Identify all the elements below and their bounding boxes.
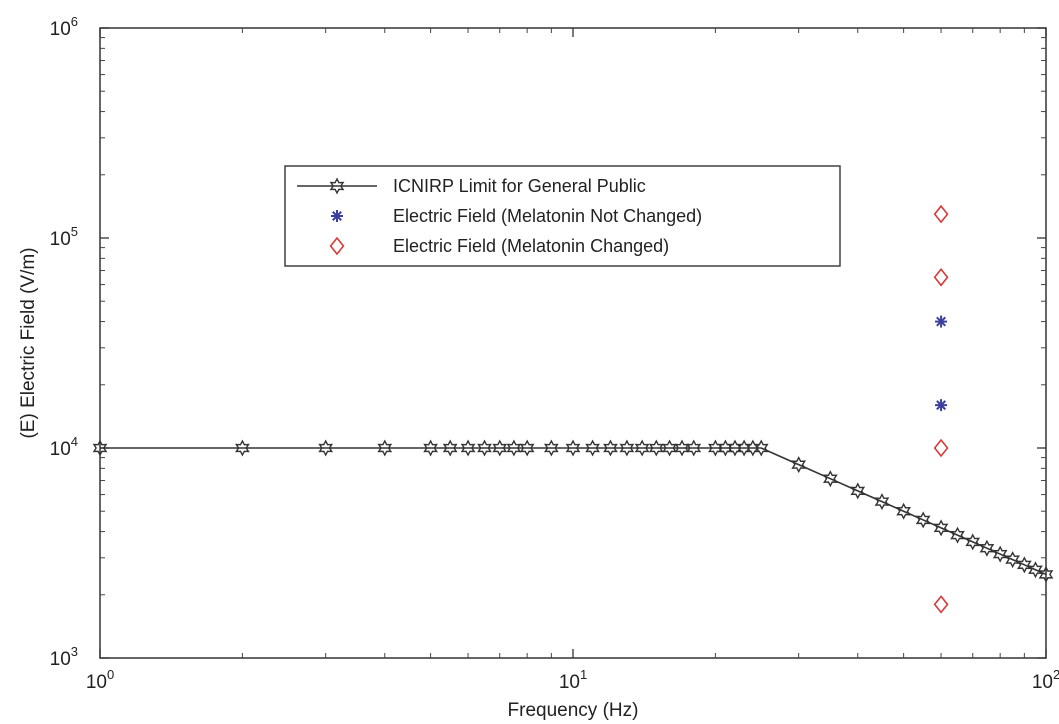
y-tick-label: 103 bbox=[50, 644, 78, 670]
data-point bbox=[933, 595, 949, 614]
asterisk-stroke bbox=[936, 400, 947, 411]
data-point bbox=[1028, 561, 1043, 579]
data-point bbox=[933, 519, 949, 537]
y-tick-label: 105 bbox=[50, 224, 78, 250]
data-point bbox=[585, 439, 600, 457]
data-point bbox=[896, 502, 911, 520]
data-point bbox=[935, 399, 948, 412]
x-tick-label: 101 bbox=[559, 667, 587, 693]
legend-label: ICNIRP Limit for General Public bbox=[393, 176, 646, 196]
y-axis-label: (E) Electric Field (V/m) bbox=[18, 247, 39, 438]
data-point bbox=[477, 439, 492, 457]
data-point bbox=[543, 439, 559, 457]
data-point bbox=[377, 439, 393, 457]
data-point bbox=[519, 439, 535, 457]
y-tick-label: 106 bbox=[50, 14, 78, 40]
data-point bbox=[933, 438, 949, 458]
asterisk-stroke bbox=[936, 316, 947, 327]
data-point bbox=[915, 511, 931, 529]
data-point bbox=[619, 439, 635, 457]
series-1 bbox=[935, 315, 948, 412]
x-tick-label: 102 bbox=[1032, 667, 1059, 693]
plot-area bbox=[99, 27, 1047, 659]
data-point bbox=[1038, 565, 1054, 583]
series-2 bbox=[933, 204, 949, 614]
legend: ICNIRP Limit for General Public Electric … bbox=[284, 165, 841, 267]
data-point bbox=[492, 439, 508, 457]
data-point bbox=[1005, 551, 1020, 569]
series-layer bbox=[92, 204, 1054, 614]
data-point bbox=[460, 439, 476, 457]
data-point bbox=[992, 545, 1008, 563]
data-point bbox=[506, 439, 522, 457]
data-point bbox=[965, 533, 981, 551]
legend-marker bbox=[329, 177, 345, 195]
data-point bbox=[933, 204, 949, 224]
data-point bbox=[634, 439, 650, 457]
series-line bbox=[100, 447, 1047, 576]
data-point bbox=[933, 268, 949, 287]
data-point bbox=[979, 539, 995, 557]
data-point bbox=[950, 526, 965, 544]
legend-marker bbox=[329, 236, 345, 256]
y-tick-label: 104 bbox=[50, 434, 78, 460]
data-point bbox=[822, 470, 838, 488]
data-point bbox=[603, 439, 618, 457]
data-point bbox=[1016, 556, 1032, 574]
data-point bbox=[935, 315, 948, 328]
legend-box bbox=[284, 165, 841, 267]
legend-label: Electric Field (Melatonin Changed) bbox=[393, 236, 669, 256]
data-point bbox=[648, 439, 664, 457]
data-point bbox=[565, 439, 581, 457]
data-point bbox=[686, 439, 702, 457]
legend-label: Electric Field (Melatonin Not Changed) bbox=[393, 206, 702, 226]
data-point bbox=[791, 456, 807, 474]
data-point bbox=[753, 439, 769, 457]
data-point bbox=[442, 439, 458, 457]
x-tick-label: 100 bbox=[86, 667, 114, 693]
data-point bbox=[850, 482, 866, 500]
x-axis-label: Frequency (Hz) bbox=[508, 700, 639, 721]
data-point bbox=[423, 439, 438, 457]
data-point bbox=[318, 439, 334, 457]
data-point bbox=[92, 439, 108, 457]
data-point bbox=[235, 439, 250, 457]
axis-ticks: 100 101 102 103 104 105 106 bbox=[50, 14, 1059, 693]
asterisk-stroke bbox=[332, 211, 342, 221]
legend-marker bbox=[331, 210, 343, 222]
series-0 bbox=[92, 439, 1054, 583]
data-point bbox=[874, 493, 890, 511]
